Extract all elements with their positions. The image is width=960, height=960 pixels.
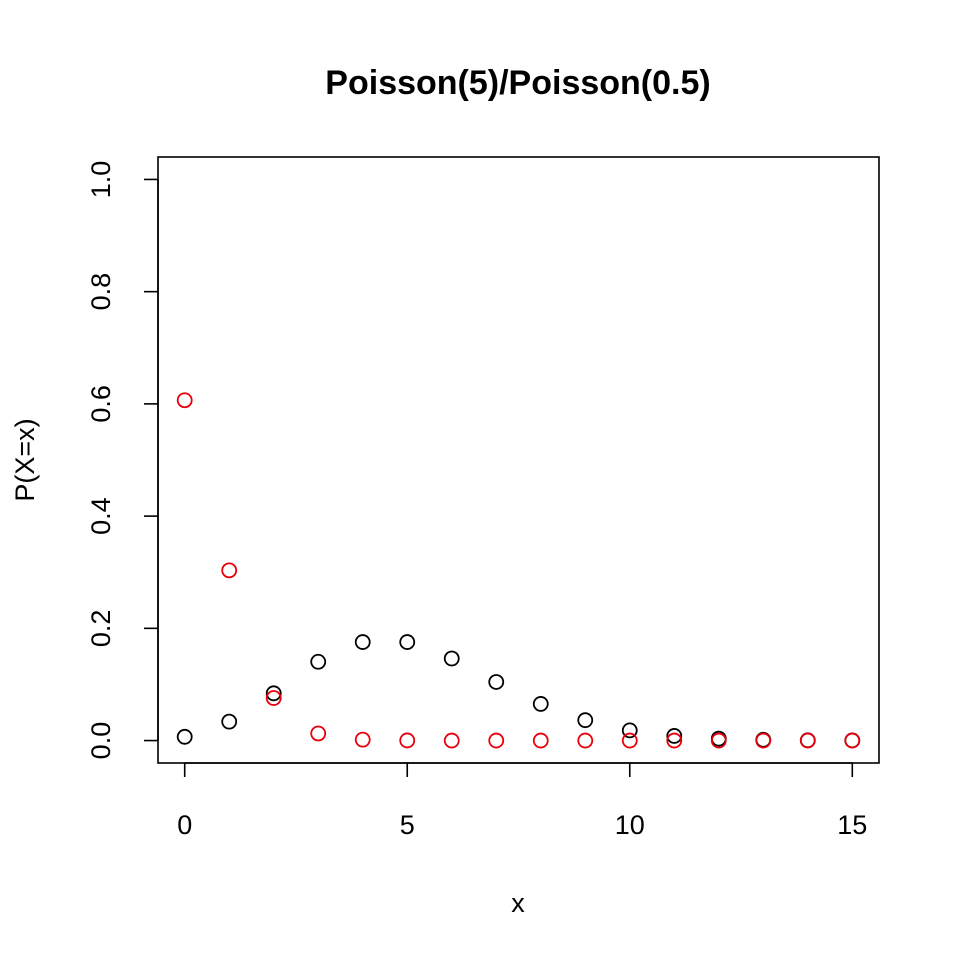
data-point bbox=[221, 713, 238, 730]
series-2 bbox=[176, 392, 861, 749]
data-point bbox=[666, 728, 683, 744]
series-1 bbox=[176, 634, 861, 749]
data-point bbox=[488, 732, 505, 749]
data-point bbox=[176, 728, 193, 745]
plot-frame bbox=[157, 156, 880, 764]
data-point bbox=[755, 732, 772, 749]
data-point bbox=[176, 392, 193, 409]
data-point bbox=[666, 732, 683, 749]
data-point bbox=[799, 732, 816, 749]
data-point bbox=[354, 634, 371, 650]
data-point bbox=[710, 732, 727, 749]
data-point bbox=[221, 562, 238, 579]
x-tick-label: 0 bbox=[177, 810, 192, 840]
y-tick-label: 0.0 bbox=[86, 722, 116, 760]
x-tick-label: 15 bbox=[837, 810, 867, 840]
data-point bbox=[443, 650, 460, 667]
chart-title: Poisson(5)/Poisson(0.5) bbox=[325, 64, 710, 102]
y-axis-label: P(X=x) bbox=[10, 418, 40, 501]
x-axis: 0 5 10 15 bbox=[177, 762, 867, 840]
y-axis: 0.0 0.2 0.4 0.6 0.8 1.0 bbox=[86, 161, 159, 760]
x-axis-label: x bbox=[511, 888, 525, 918]
data-point bbox=[532, 696, 549, 712]
y-tick-label: 0.6 bbox=[86, 385, 116, 423]
x-tick-label: 5 bbox=[400, 810, 415, 840]
data-point bbox=[354, 731, 371, 748]
data-point bbox=[310, 653, 327, 670]
data-point bbox=[399, 732, 416, 749]
data-points bbox=[176, 392, 861, 749]
data-point bbox=[621, 722, 638, 739]
data-point bbox=[265, 690, 282, 706]
data-point bbox=[844, 732, 861, 749]
y-tick-label: 0.2 bbox=[86, 610, 116, 648]
x-tick-label: 10 bbox=[615, 810, 645, 840]
data-point bbox=[443, 732, 460, 749]
y-tick-label: 0.8 bbox=[86, 273, 116, 311]
data-point bbox=[488, 674, 505, 690]
data-point bbox=[310, 725, 327, 742]
data-point bbox=[621, 732, 638, 749]
y-tick-label: 1.0 bbox=[86, 161, 116, 199]
y-tick-label: 0.4 bbox=[86, 497, 116, 535]
data-point bbox=[399, 634, 416, 650]
data-point bbox=[577, 732, 594, 749]
data-point bbox=[265, 685, 282, 702]
data-point bbox=[532, 732, 549, 749]
data-point bbox=[577, 712, 594, 729]
